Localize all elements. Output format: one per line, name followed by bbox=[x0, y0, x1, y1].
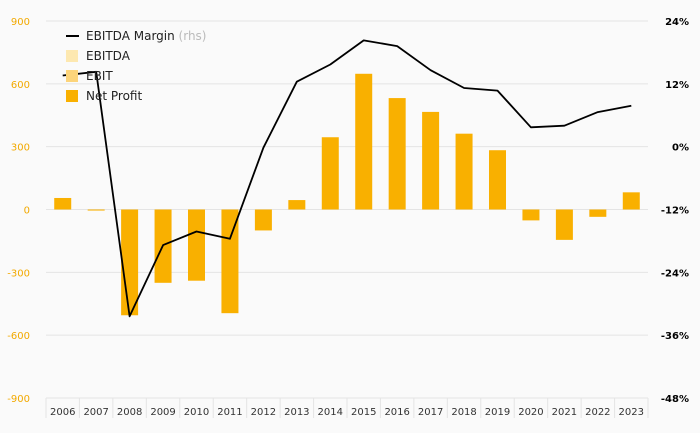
x-tick-label: 2017 bbox=[418, 407, 443, 418]
x-tick-label: 2010 bbox=[184, 407, 209, 418]
x-tick-label: 2007 bbox=[83, 407, 108, 418]
bar bbox=[221, 209, 239, 314]
x-tick-label: 2014 bbox=[318, 407, 343, 418]
x-tick-label: 2009 bbox=[150, 407, 175, 418]
right-tick-label: -48% bbox=[661, 394, 689, 405]
bar bbox=[522, 209, 540, 221]
left-tick-label: 900 bbox=[11, 17, 30, 28]
x-tick-label: 2015 bbox=[351, 407, 376, 418]
bar bbox=[254, 209, 272, 231]
bar bbox=[355, 73, 373, 210]
bar bbox=[622, 192, 640, 210]
x-tick-label: 2021 bbox=[552, 407, 577, 418]
x-tick-label: 2013 bbox=[284, 407, 309, 418]
left-tick-label: 600 bbox=[11, 80, 30, 91]
line-series bbox=[62, 39, 632, 318]
bar-series bbox=[54, 73, 640, 316]
x-tick-label: 2016 bbox=[384, 407, 409, 418]
legend-swatch bbox=[66, 50, 78, 62]
x-tick-label: 2023 bbox=[619, 407, 644, 418]
legend-label: EBIT bbox=[86, 69, 113, 83]
bar bbox=[489, 150, 506, 210]
bar bbox=[54, 197, 72, 210]
legend-swatch bbox=[66, 90, 78, 102]
legend-label: EBITDA Margin (rhs) bbox=[86, 29, 207, 43]
x-tick-label: 2012 bbox=[251, 407, 276, 418]
legend: EBITDA Margin (rhs) EBITDA EBIT Net Profit bbox=[66, 29, 207, 103]
x-tick-label: 2011 bbox=[217, 407, 242, 418]
bar bbox=[121, 209, 139, 316]
x-tick-label: 2022 bbox=[585, 407, 610, 418]
bar bbox=[422, 111, 440, 210]
right-tick-label: -36% bbox=[661, 331, 689, 342]
bar bbox=[321, 137, 339, 210]
right-axis: 24% 12% 0% -12% -24% -36% -48% bbox=[661, 17, 689, 405]
bar bbox=[87, 209, 105, 211]
legend-swatch bbox=[66, 70, 78, 82]
x-tick-label: 2006 bbox=[50, 407, 75, 418]
ebitda-margin-line bbox=[62, 39, 632, 318]
left-tick-label: -600 bbox=[7, 331, 30, 342]
left-tick-label: -900 bbox=[7, 394, 30, 405]
left-tick-label: 300 bbox=[11, 143, 30, 154]
bar bbox=[555, 209, 573, 240]
left-tick-label: 0 bbox=[24, 206, 30, 217]
x-axis: 2006 2007 2008 2009 2010 2011 2012 2013 2014 2015… bbox=[45, 398, 649, 418]
bar bbox=[589, 209, 607, 217]
x-tick-label: 2019 bbox=[485, 407, 510, 418]
bar bbox=[288, 200, 306, 210]
left-axis: 900 600 300 0 -300 -600 -900 bbox=[7, 17, 30, 405]
right-tick-label: 24% bbox=[665, 17, 689, 28]
bar bbox=[388, 98, 406, 210]
bar bbox=[188, 209, 205, 281]
right-tick-label: 0% bbox=[672, 143, 689, 154]
x-tick-label: 2018 bbox=[451, 407, 476, 418]
right-tick-label: 12% bbox=[665, 80, 689, 91]
bar bbox=[455, 133, 473, 210]
left-tick-label: -300 bbox=[7, 268, 30, 279]
x-tick-label: 2020 bbox=[518, 407, 543, 418]
right-tick-label: -24% bbox=[661, 268, 689, 279]
right-tick-label: -12% bbox=[661, 206, 689, 217]
x-tick-label: 2008 bbox=[117, 407, 142, 418]
legend-rhs-note: (rhs) bbox=[175, 29, 207, 43]
legend-label: Net Profit bbox=[86, 89, 142, 103]
legend-label: EBITDA bbox=[86, 49, 131, 63]
